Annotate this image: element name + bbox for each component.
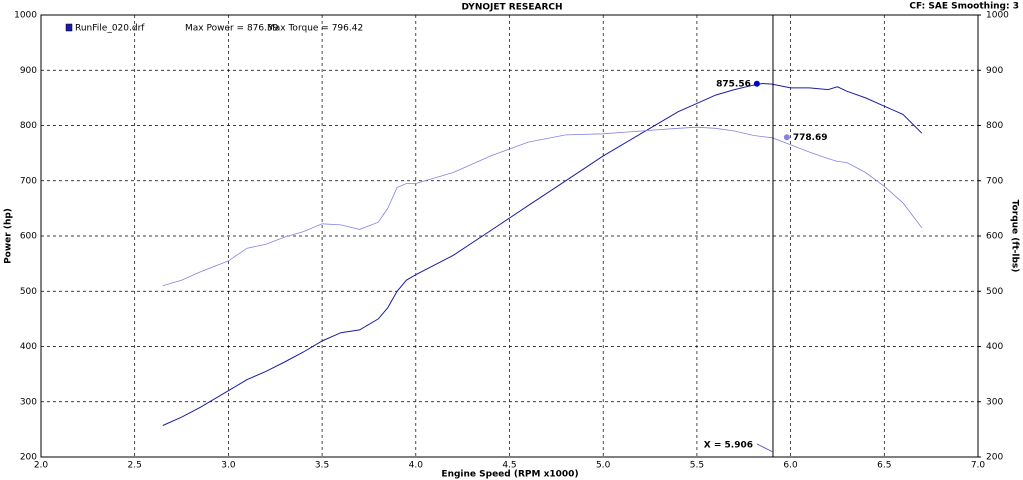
- legend-entry: Max Power = 876.39: [185, 24, 279, 34]
- plot-frame: [40, 14, 979, 458]
- y2-tick-label: 500: [986, 287, 1003, 297]
- series-line: [162, 126, 923, 287]
- legend-entry: Max Torque = 796.42: [267, 24, 363, 34]
- y-tick-label: 300: [20, 397, 37, 407]
- y-tick-label: 700: [20, 176, 37, 186]
- legend-icon: [65, 23, 73, 32]
- y-tick-label: 200: [20, 453, 37, 463]
- x-tick-label: 3.0: [221, 461, 236, 471]
- cursor-label: X = 5.906: [704, 441, 753, 451]
- x-tick-label: 6.5: [877, 461, 891, 471]
- marker-dot: [783, 134, 790, 141]
- y-tick-label: 1000: [14, 11, 37, 21]
- y-tick-label: 800: [20, 121, 37, 131]
- y2-tick-label: 600: [986, 232, 1003, 242]
- legend-file: RunFile_020.drf: [75, 24, 145, 34]
- y-axis-label: Power (hp): [4, 208, 14, 264]
- x-tick-label: 7.0: [971, 461, 986, 471]
- y2-tick-label: 400: [986, 342, 1003, 352]
- series-line: [162, 82, 923, 426]
- marker-label: 875.56: [716, 79, 751, 89]
- y2-tick-label: 300: [986, 397, 1003, 407]
- x-tick-label: 3.5: [315, 461, 329, 471]
- x-tick-label: 6.0: [783, 461, 798, 471]
- y2-axis-label: Torque (ft-lbs): [1010, 200, 1020, 273]
- x-tick-label: 2.0: [34, 461, 49, 471]
- y2-tick-label: 800: [986, 121, 1003, 131]
- chart-title: DYNOJET RESEARCH: [461, 3, 562, 13]
- y-tick-label: 400: [20, 342, 37, 352]
- y-tick-label: 500: [20, 287, 37, 297]
- y-tick-label: 600: [20, 232, 37, 242]
- marker-label: 778.69: [793, 133, 828, 143]
- y2-tick-label: 700: [986, 176, 1003, 186]
- x-tick-label: 2.5: [128, 461, 142, 471]
- x-tick-label: 4.0: [409, 461, 424, 471]
- x-axis-label: Engine Speed (RPM x1000): [441, 470, 578, 480]
- y2-tick-label: 200: [986, 453, 1003, 463]
- chart-subtitle: CF: SAE Smoothing: 3: [909, 2, 1019, 12]
- y-tick-label: 900: [20, 66, 37, 76]
- y2-tick-label: 900: [986, 66, 1003, 76]
- cursor-pointer: [756, 443, 774, 453]
- marker-dot: [753, 80, 760, 87]
- y2-tick-label: 1000: [986, 11, 1009, 21]
- x-tick-label: 5.5: [690, 461, 704, 471]
- x-tick-label: 5.0: [596, 461, 611, 471]
- x-tick-label: 4.5: [502, 461, 516, 471]
